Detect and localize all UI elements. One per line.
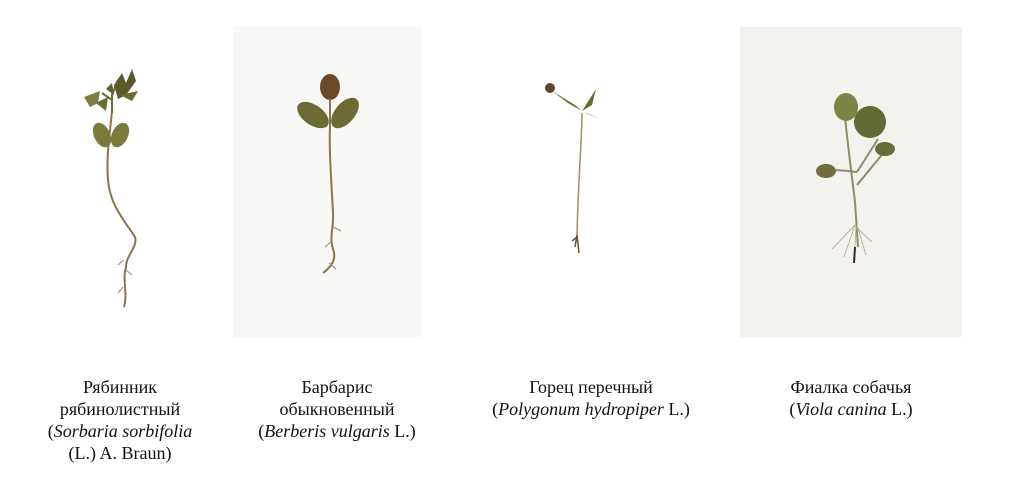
caption-viola: Фиалка собачья (Viola canina L.)	[740, 376, 962, 420]
caption-line: Фиалка собачья	[740, 376, 962, 398]
seedling-photo-sorbaria	[60, 55, 170, 315]
caption-line: обыкновенный	[222, 398, 452, 420]
caption-polygonum: Горец перечный (Polygonum hydropiper L.)	[462, 376, 720, 420]
caption-line: Рябинник	[15, 376, 225, 398]
caption-text: (	[258, 421, 265, 441]
latin-name: Sorbaria sorbifolia	[53, 421, 193, 441]
latin-name: Polygonum hydropiper	[498, 399, 664, 419]
caption-text: (	[47, 421, 54, 441]
caption-line: (L.) A. Braun)	[15, 442, 225, 464]
caption-text: рябинолистный	[59, 399, 181, 419]
seedling-photo-berberis	[233, 27, 421, 337]
caption-line: (Polygonum hydropiper L.)	[462, 398, 720, 420]
caption-line: (Berberis vulgaris L.)	[222, 420, 452, 442]
caption-line: рябинолистный	[15, 398, 225, 420]
seedling-photo-polygonum	[530, 75, 620, 260]
caption-line: Барбарис	[222, 376, 452, 398]
caption-text: L.)	[663, 399, 690, 419]
viola-seedling-image	[816, 93, 895, 264]
caption-berberis: Барбарис обыкновенный (Berberis vulgaris…	[222, 376, 452, 442]
berberis-seedling-image	[297, 74, 359, 274]
caption-line: (Viola canina L.)	[740, 398, 962, 420]
caption-text: (	[789, 399, 796, 419]
latin-name: Viola canina	[795, 399, 887, 419]
caption-text: Фиалка собачья	[790, 377, 912, 397]
polygonum-seedling-image	[545, 83, 600, 254]
caption-text: обыкновенный	[279, 399, 395, 419]
caption-line: Горец перечный	[462, 376, 720, 398]
caption-text: (	[492, 399, 499, 419]
caption-text: Рябинник	[82, 377, 158, 397]
caption-line: (Sorbaria sorbifolia	[15, 420, 225, 442]
sorbaria-seedling-image	[84, 69, 138, 308]
caption-text: L.)	[389, 421, 416, 441]
caption-text: Горец перечный	[529, 377, 653, 397]
caption-text: Барбарис	[301, 377, 373, 397]
caption-text: (L.) A. Braun)	[68, 443, 172, 463]
caption-text: L.)	[886, 399, 913, 419]
caption-sorbaria: Рябинник рябинолистный (Sorbaria sorbifo…	[15, 376, 225, 464]
seedling-photo-viola	[740, 27, 962, 337]
latin-name: Berberis vulgaris	[264, 421, 390, 441]
